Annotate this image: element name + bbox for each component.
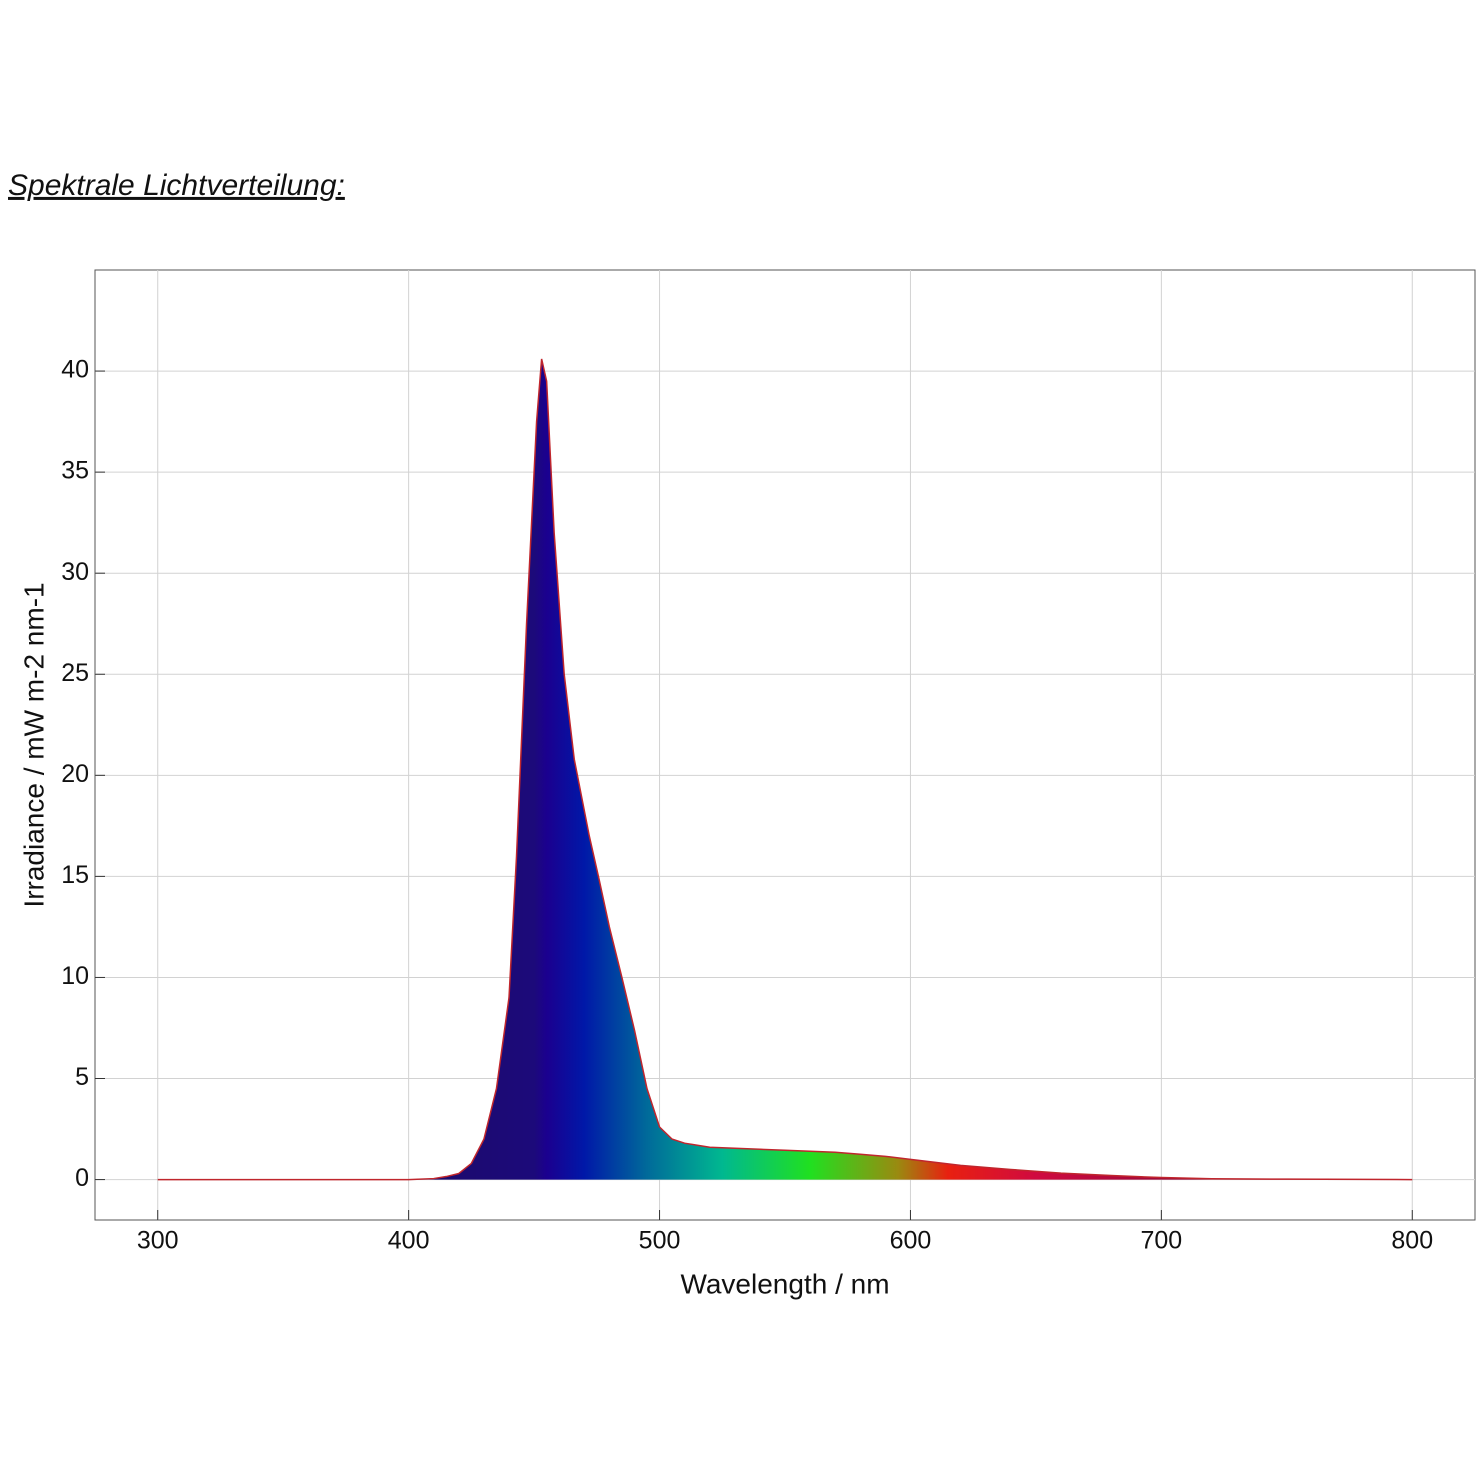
x-tick-label: 600 (890, 1227, 932, 1255)
x-tick-label: 500 (639, 1227, 681, 1255)
y-axis-label: Irradiance / mW m-2 nm-1 (18, 582, 49, 907)
y-tick-label: 30 (61, 558, 89, 586)
x-tick-label: 700 (1141, 1227, 1183, 1255)
plot-frame (94, 269, 1476, 1221)
x-tick-label: 300 (137, 1227, 179, 1255)
y-tick-label: 0 (75, 1164, 89, 1192)
y-tick-label: 10 (61, 962, 89, 990)
x-axis-label: Wavelength / nm (680, 1268, 889, 1299)
area-fill (157, 358, 1413, 1180)
y-tick-label: 25 (61, 659, 89, 687)
y-tick-label: 40 (61, 356, 89, 384)
y-tick-label: 15 (61, 861, 89, 889)
x-tick-label: 800 (1391, 1227, 1433, 1255)
y-tick-label: 35 (61, 457, 89, 485)
y-tick-label: 5 (75, 1063, 89, 1091)
x-tick-label: 400 (388, 1227, 430, 1255)
y-tick-label: 20 (61, 760, 89, 788)
spectrum-line (157, 358, 1413, 1181)
chart-title: Spektrale Lichtverteilung: (8, 169, 345, 202)
